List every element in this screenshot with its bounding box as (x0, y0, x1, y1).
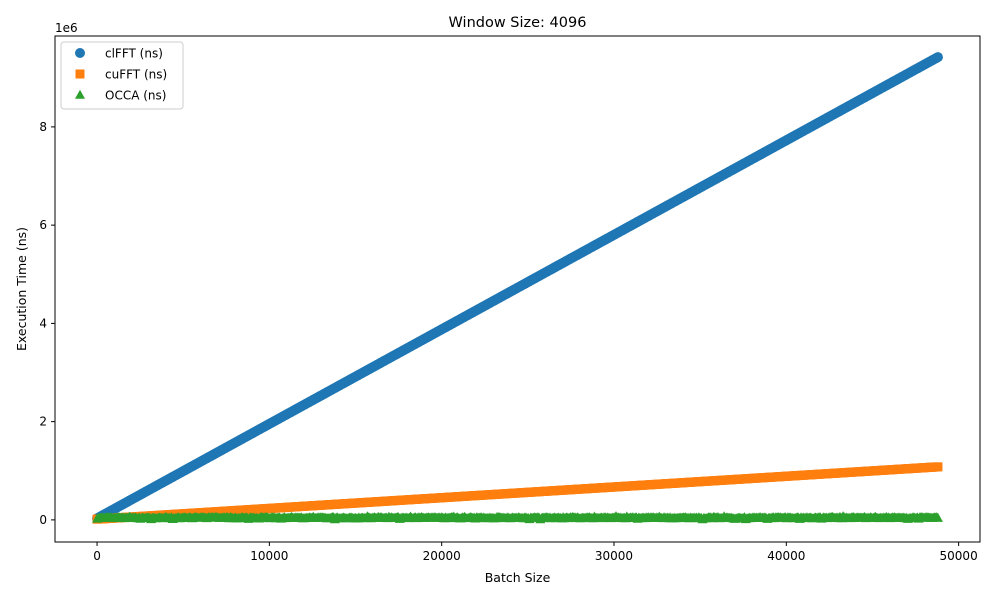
legend-label: cuFFT (ns) (105, 68, 167, 82)
data-point (933, 462, 943, 472)
y-tick-label: 8 (39, 120, 47, 134)
series-2 (92, 511, 943, 524)
x-axis-label: Batch Size (485, 570, 551, 585)
x-tick-label: 30000 (595, 549, 633, 563)
data-point (932, 52, 943, 63)
y-tick-label: 4 (39, 316, 47, 330)
chart-title: Window Size: 4096 (449, 15, 587, 31)
legend-label: OCCA (ns) (105, 89, 166, 103)
legend-box (60, 41, 184, 110)
series-0 (92, 52, 943, 524)
legend-label: clFFT (ns) (105, 47, 163, 61)
y-axis-label: Execution Time (ns) (14, 227, 29, 351)
axes-frame (54, 35, 981, 543)
x-tick-label: 20000 (423, 549, 461, 563)
y-axis: 0 2 4 6 8 (39, 120, 55, 527)
x-axis: 0 10000 20000 30000 40000 50000 (93, 542, 978, 563)
legend-marker (75, 69, 85, 79)
plot-area (92, 52, 943, 524)
x-tick-label: 40000 (767, 549, 805, 563)
y-tick-label: 0 (39, 513, 47, 527)
y-tick-label: 6 (39, 218, 47, 232)
legend-marker (75, 89, 85, 99)
x-tick-label: 50000 (940, 549, 978, 563)
y-offset-text: 1e6 (55, 21, 78, 35)
legend: clFFT (ns) cuFFT (ns) OCCA (ns) (60, 41, 184, 110)
legend-marker (75, 48, 85, 58)
data-point (932, 512, 943, 522)
y-tick-label: 2 (39, 415, 47, 429)
x-tick-label: 0 (93, 549, 101, 563)
x-tick-label: 10000 (250, 549, 288, 563)
data-marks (92, 52, 943, 524)
